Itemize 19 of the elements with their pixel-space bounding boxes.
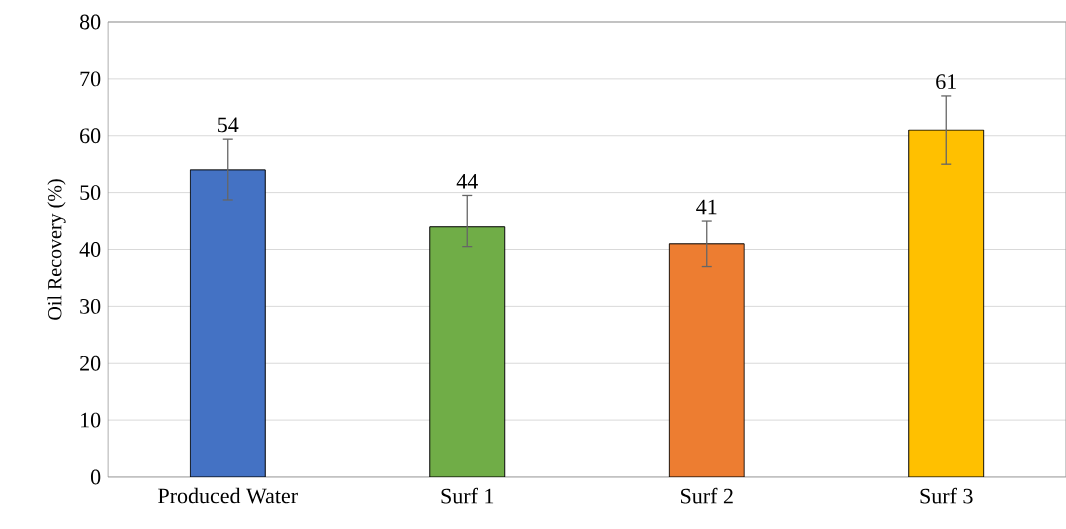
x-tick-label: Surf 3 (920, 487, 973, 504)
data-label: 61 (936, 74, 956, 90)
y-tick-label: 50 (80, 185, 101, 201)
y-tick-label: 10 (81, 412, 101, 428)
y-tick-label: 70 (80, 71, 101, 87)
x-tick-label: Surf 2 (681, 487, 733, 504)
data-label: 44 (456, 174, 478, 189)
y-tick-label: 20 (80, 355, 101, 371)
y-tick-label: 60 (80, 128, 101, 144)
y-tick-label: 30 (80, 298, 101, 314)
y-axis-title: Oil Recovery (%) (47, 179, 66, 320)
y-tick-label: 0 (90, 469, 101, 485)
x-tick-label: Produced Water (158, 487, 298, 504)
x-tick-label: Surf 1 (441, 487, 494, 504)
data-label: 41 (696, 199, 717, 215)
y-tick-label: 80 (79, 14, 101, 30)
data-label: 54 (218, 117, 239, 133)
bar (668, 243, 745, 477)
y-tick-label: 40 (79, 242, 101, 257)
